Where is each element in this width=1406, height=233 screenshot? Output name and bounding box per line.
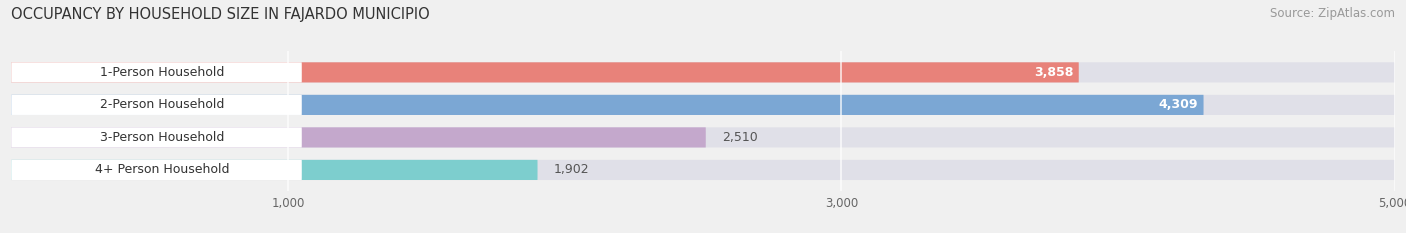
FancyBboxPatch shape: [11, 160, 302, 180]
Text: 2-Person Household: 2-Person Household: [100, 98, 225, 111]
Text: 4,309: 4,309: [1159, 98, 1198, 111]
Text: 3-Person Household: 3-Person Household: [100, 131, 225, 144]
Text: 2,510: 2,510: [723, 131, 758, 144]
FancyBboxPatch shape: [11, 62, 1395, 82]
FancyBboxPatch shape: [11, 95, 302, 115]
FancyBboxPatch shape: [11, 127, 706, 147]
FancyBboxPatch shape: [11, 127, 1395, 147]
Text: Source: ZipAtlas.com: Source: ZipAtlas.com: [1270, 7, 1395, 20]
FancyBboxPatch shape: [11, 160, 1395, 180]
FancyBboxPatch shape: [11, 160, 537, 180]
Text: 4+ Person Household: 4+ Person Household: [96, 163, 229, 176]
FancyBboxPatch shape: [11, 95, 1395, 115]
Text: 1-Person Household: 1-Person Household: [100, 66, 225, 79]
Text: 1,902: 1,902: [554, 163, 589, 176]
FancyBboxPatch shape: [11, 95, 1204, 115]
FancyBboxPatch shape: [11, 127, 302, 147]
Text: 3,858: 3,858: [1033, 66, 1073, 79]
FancyBboxPatch shape: [11, 62, 1078, 82]
Text: OCCUPANCY BY HOUSEHOLD SIZE IN FAJARDO MUNICIPIO: OCCUPANCY BY HOUSEHOLD SIZE IN FAJARDO M…: [11, 7, 430, 22]
FancyBboxPatch shape: [11, 62, 302, 82]
